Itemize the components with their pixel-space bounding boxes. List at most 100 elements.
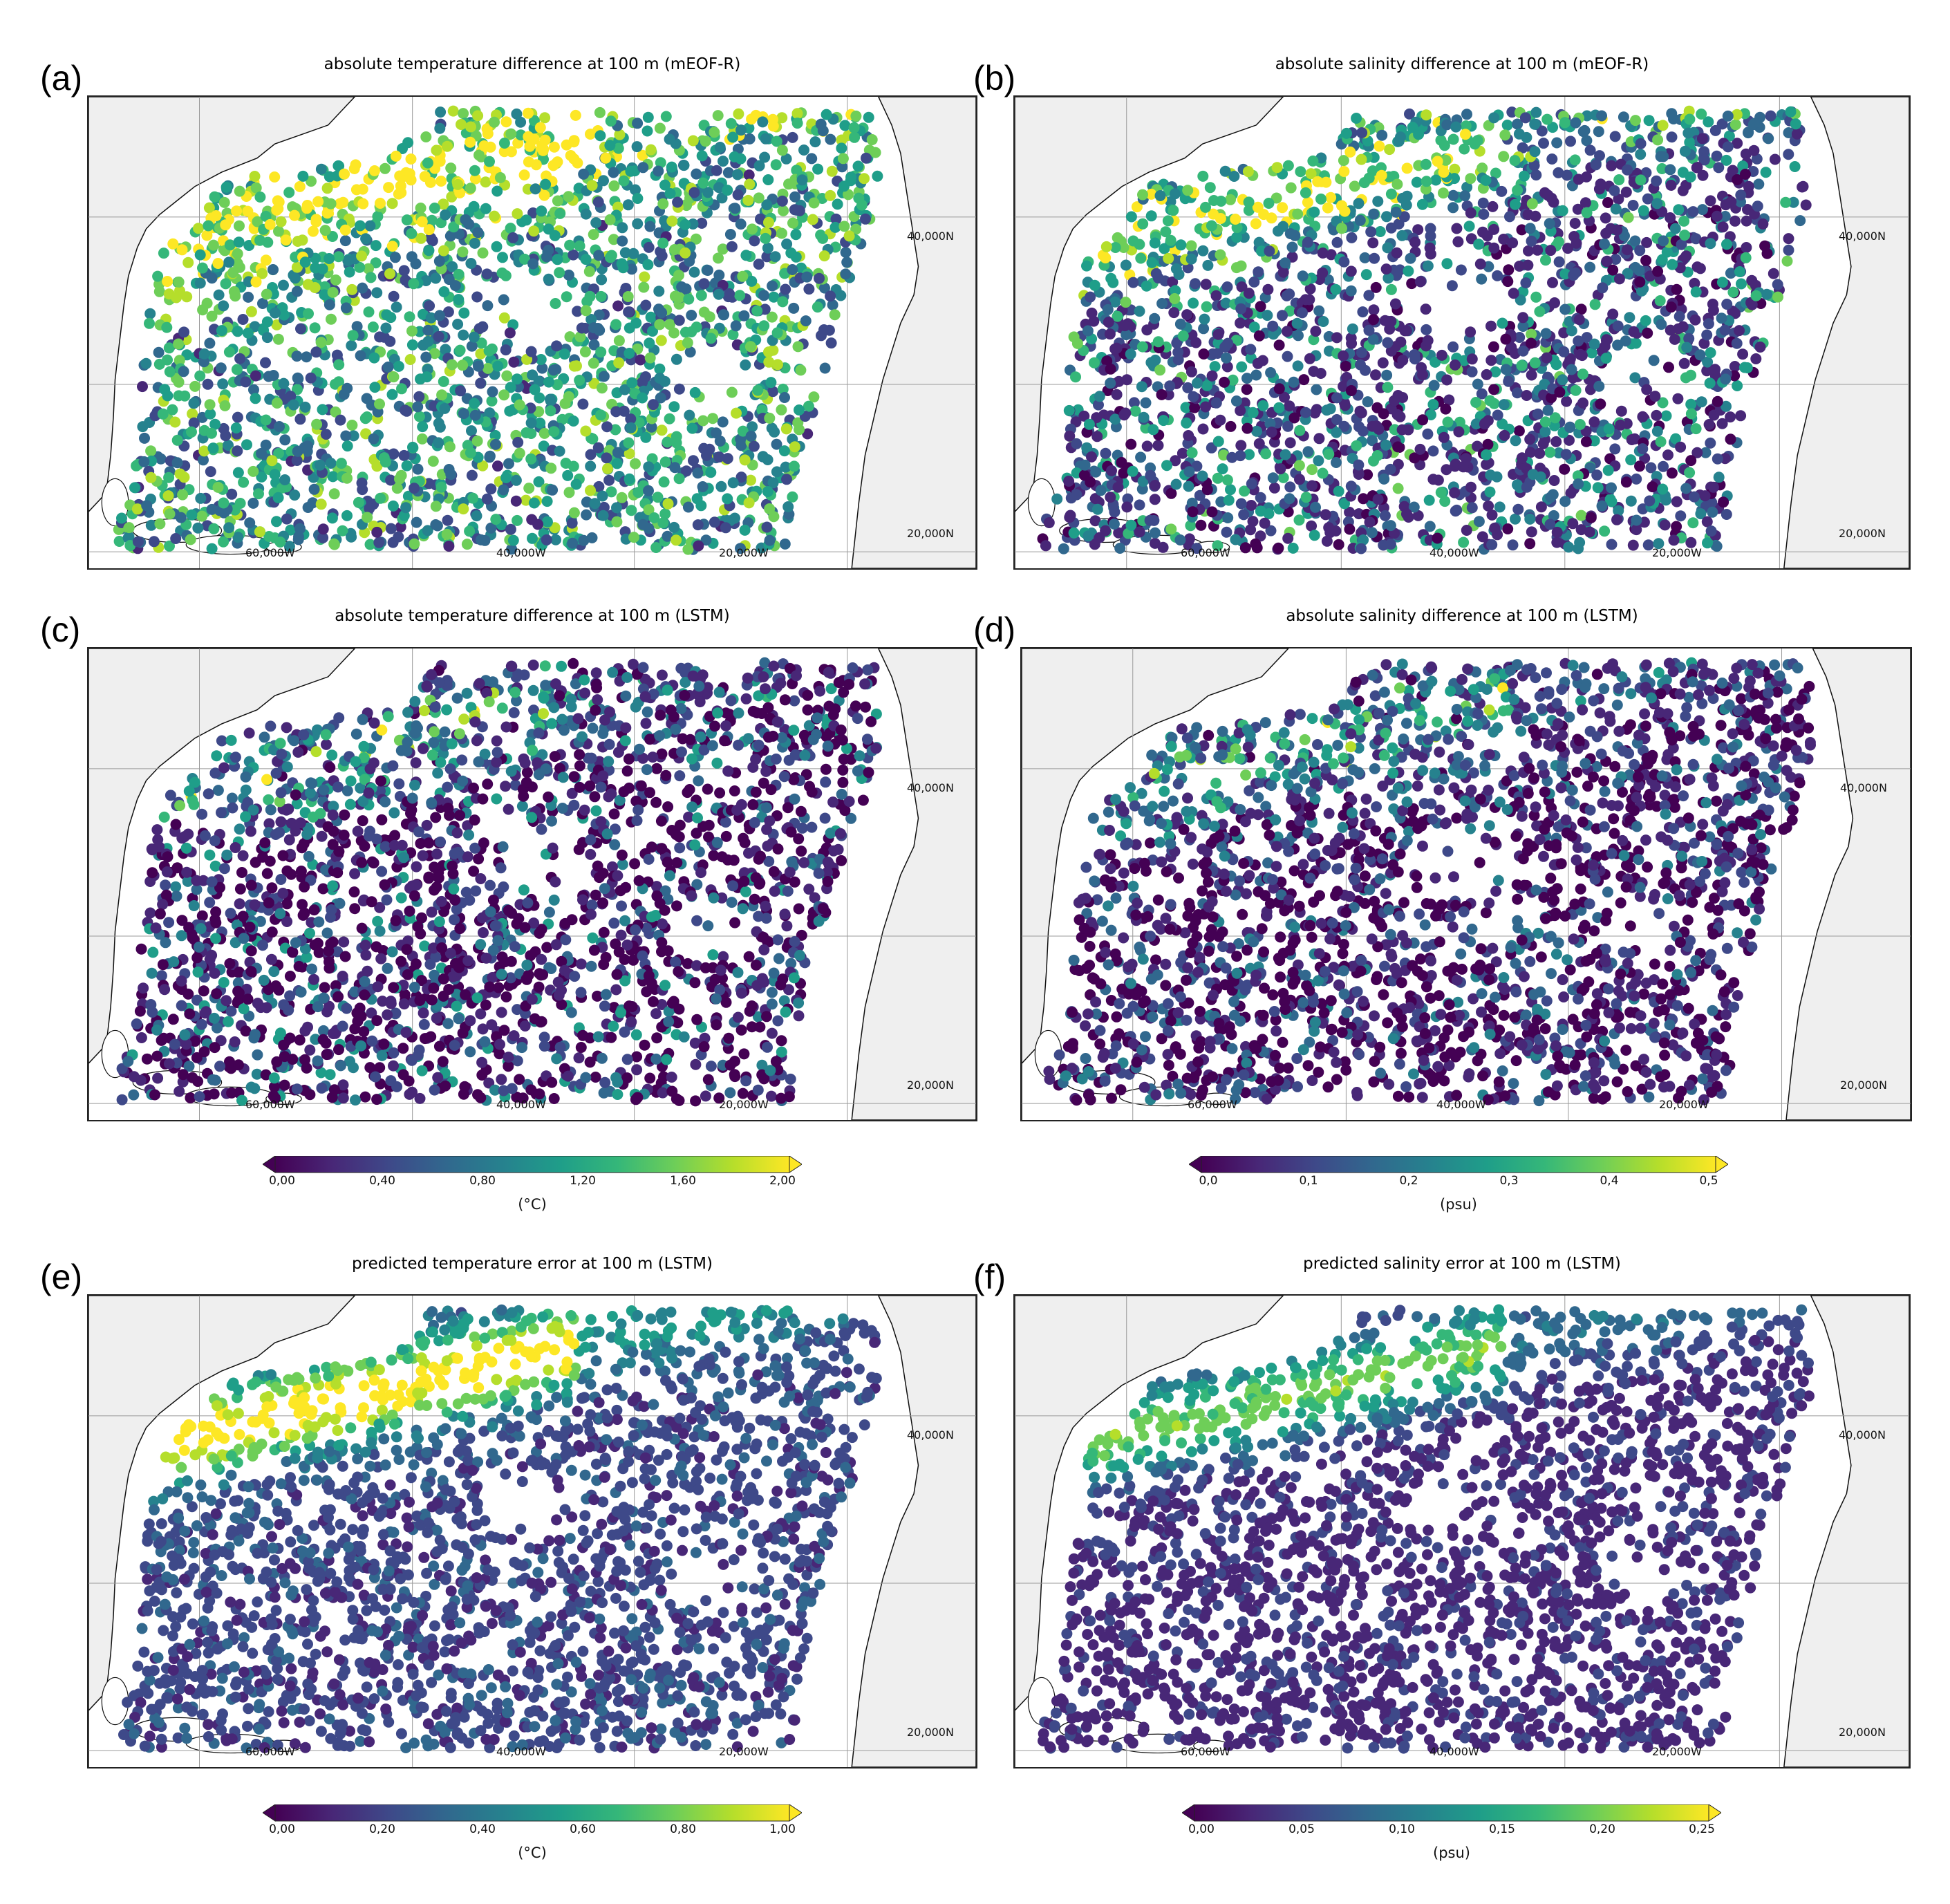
observation-point [1627,539,1639,551]
observation-point [1703,318,1714,330]
observation-point [506,543,518,555]
observation-point [1367,333,1379,345]
observation-point [1365,226,1377,238]
observation-point [285,391,297,402]
observation-point [635,354,646,366]
observation-point [1358,177,1370,189]
observation-point [1530,291,1542,303]
observation-point [346,339,357,351]
observation-point [688,266,700,278]
observation-point [1713,162,1725,174]
observation-point [529,183,541,195]
map-panel-b[interactable] [1013,95,1911,570]
observation-point [686,310,697,321]
observation-point [662,498,674,510]
observation-point [1248,321,1260,333]
observation-point [317,523,329,535]
observation-point [299,401,311,413]
observation-point [192,522,204,534]
observation-point [448,221,460,233]
observation-point [825,189,836,201]
observation-point [1600,212,1611,224]
map-panel-c[interactable] [87,647,977,1121]
observation-point [420,351,432,363]
observation-point [1105,272,1117,284]
observation-point [645,311,657,323]
observation-point [490,438,501,450]
observation-point [541,534,552,545]
observation-point [471,291,483,303]
observation-point [367,321,379,333]
observation-point [416,216,428,227]
observation-point [1607,264,1619,276]
observation-point [116,512,127,524]
observation-point [1162,215,1174,227]
observation-point [659,179,671,191]
observation-point [438,375,449,387]
observation-point [458,108,469,120]
observation-point [1649,391,1661,402]
observation-point [1392,458,1404,470]
observation-point [511,108,523,120]
observation-point [738,1048,750,1060]
observation-point [817,125,829,137]
observation-point [1325,249,1337,261]
observation-point [1564,422,1575,433]
observation-point [232,532,244,543]
observation-point [1311,404,1322,416]
observation-point [201,230,213,241]
observation-point [419,171,431,183]
observation-point [1670,433,1682,445]
observation-point [1300,187,1311,198]
observation-point [260,254,272,266]
observation-point [354,220,366,232]
observation-point [547,484,559,496]
observation-point [458,503,469,515]
observation-point [280,234,292,246]
observation-point [289,489,301,501]
observation-point [384,335,396,347]
observation-point [521,382,532,394]
observation-point [1295,166,1306,178]
observation-point [628,532,639,543]
observation-point [1548,475,1560,486]
observation-point [398,265,410,277]
observation-point [388,448,400,460]
map-panel-a[interactable] [87,95,977,570]
observation-point [1251,425,1262,437]
observation-point [735,543,746,554]
observation-point [1125,519,1137,531]
observation-point [1165,234,1176,246]
observation-point [1241,384,1253,395]
observation-point [1200,279,1212,290]
observation-point [625,413,637,424]
observation-point [234,185,245,197]
observation-point [738,310,750,321]
observation-point [1783,244,1794,256]
observation-point [1363,324,1375,336]
observation-point [652,492,664,503]
observation-point [1783,149,1794,160]
observation-point [613,335,625,346]
observation-point [1588,338,1600,350]
observation-point [681,465,692,477]
observation-point [505,223,516,234]
observation-point [283,187,295,198]
observation-point [1403,424,1414,436]
observation-point [1461,109,1472,120]
observation-point [1648,355,1660,366]
observation-point [570,478,582,490]
observation-point [1781,255,1793,267]
observation-point [514,399,525,411]
observation-point [817,232,829,244]
observation-point [464,525,476,537]
map-canvas [88,648,976,1120]
observation-point [454,344,466,356]
observation-point [1559,268,1571,280]
observation-point [737,425,749,437]
observation-point [174,355,185,366]
observation-point [684,409,695,421]
observation-point [1427,445,1439,457]
observation-point [809,136,821,148]
observation-point [638,281,650,293]
